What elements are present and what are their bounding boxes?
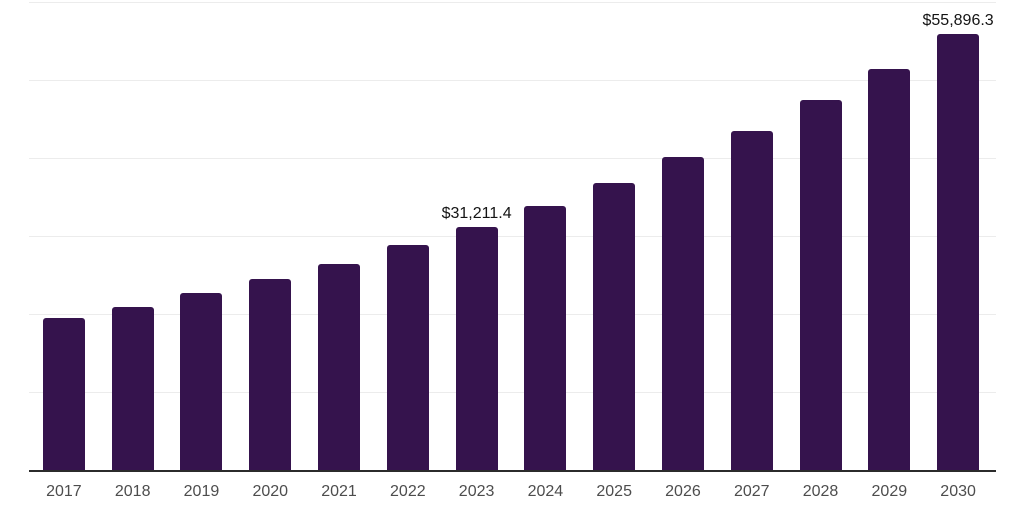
x-axis-label-2028: 2028 bbox=[802, 483, 839, 500]
bar-2025 bbox=[593, 182, 636, 471]
bar-2024 bbox=[524, 206, 567, 471]
gridline-30000 bbox=[29, 235, 996, 237]
bar-2021 bbox=[318, 263, 361, 471]
x-axis-label-2018: 2018 bbox=[114, 483, 151, 500]
bar-2019 bbox=[180, 293, 223, 471]
bar-2018 bbox=[111, 306, 154, 471]
bar-2022 bbox=[386, 245, 429, 471]
bar-2020 bbox=[249, 279, 292, 471]
bar-2017 bbox=[42, 318, 85, 471]
x-axis-label-2024: 2024 bbox=[527, 483, 564, 500]
data-label-2023: $31,211.4 bbox=[441, 204, 512, 222]
x-axis-label-2029: 2029 bbox=[871, 483, 908, 500]
bar-2030 bbox=[937, 34, 980, 471]
x-axis-label-2021: 2021 bbox=[321, 483, 357, 500]
gridline-20000 bbox=[29, 313, 996, 315]
bar-2027 bbox=[730, 130, 773, 471]
gridline-10000 bbox=[29, 391, 996, 393]
bar-2023 bbox=[455, 226, 498, 471]
x-axis-label-2026: 2026 bbox=[665, 483, 701, 500]
x-axis-label-2022: 2022 bbox=[390, 483, 426, 500]
x-axis-label-2030: 2030 bbox=[940, 483, 976, 500]
gridline-50000 bbox=[29, 79, 996, 81]
gridline-60000 bbox=[29, 1, 996, 3]
gridline-40000 bbox=[29, 157, 996, 159]
data-label-2030: $55,896.3 bbox=[922, 12, 994, 30]
x-axis-label-2017: 2017 bbox=[46, 483, 82, 500]
x-axis-label-2019: 2019 bbox=[183, 483, 220, 500]
bar-2028 bbox=[799, 100, 842, 471]
x-axis-label-2025: 2025 bbox=[596, 483, 632, 500]
bar-2029 bbox=[868, 68, 911, 471]
bar-2026 bbox=[661, 157, 704, 471]
x-axis-label-2020: 2020 bbox=[252, 483, 289, 500]
x-axis-label-2027: 2027 bbox=[733, 483, 770, 500]
x-axis-line bbox=[29, 469, 996, 472]
x-axis-label-2023: 2023 bbox=[458, 483, 495, 500]
